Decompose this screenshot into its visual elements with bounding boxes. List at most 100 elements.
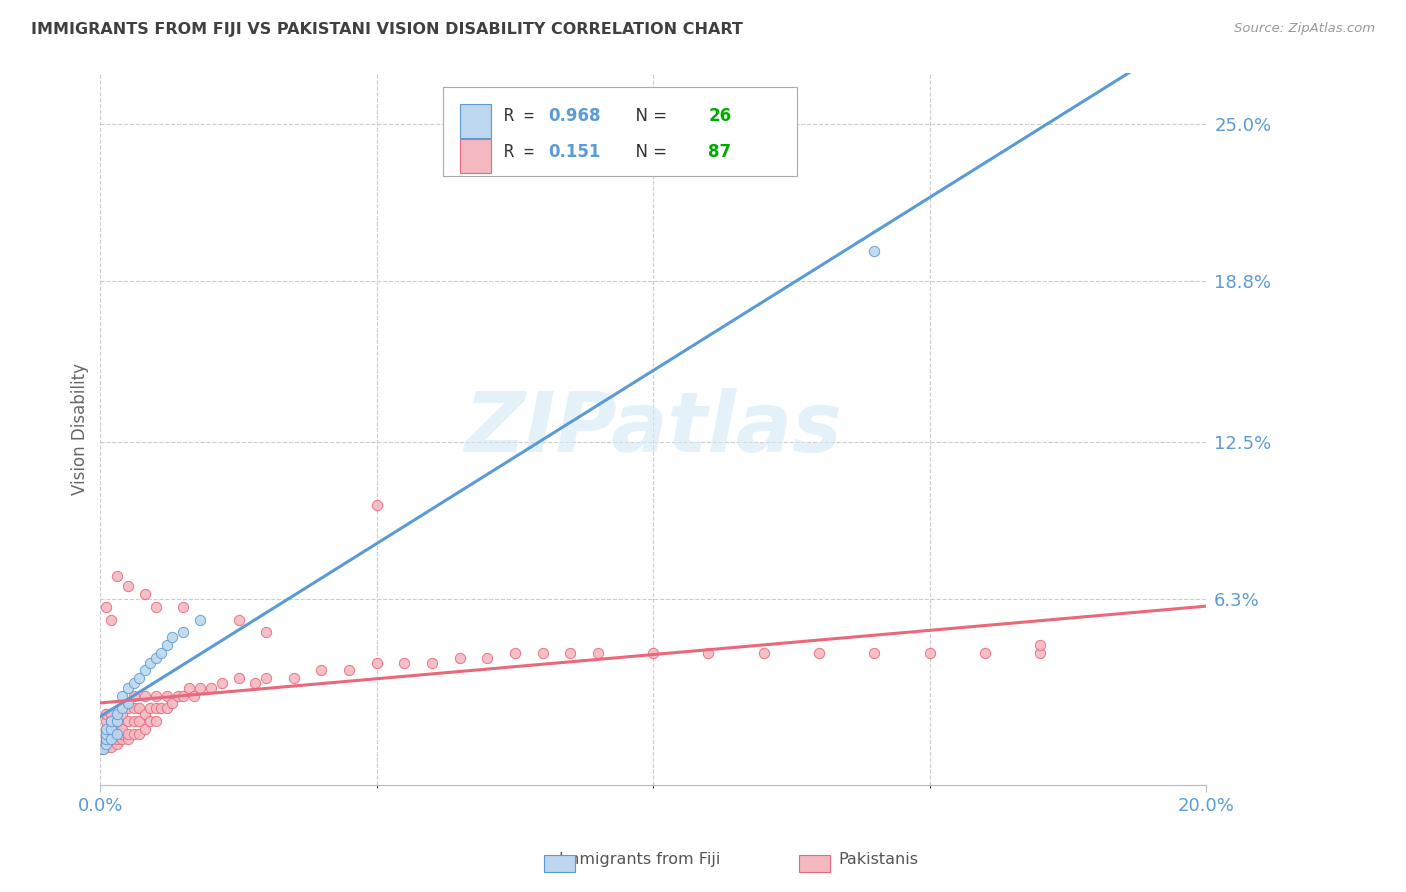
Point bbox=[105, 727, 128, 741]
Point bbox=[105, 727, 128, 741]
Point bbox=[150, 646, 173, 660]
Point bbox=[134, 722, 156, 736]
Point bbox=[122, 714, 145, 729]
Point bbox=[94, 722, 117, 736]
Point bbox=[105, 714, 128, 729]
Point bbox=[100, 731, 122, 746]
Point bbox=[188, 613, 211, 627]
Text: 0.968: 0.968 bbox=[548, 107, 600, 125]
Point bbox=[477, 650, 499, 665]
Y-axis label: Vision Disability: Vision Disability bbox=[72, 363, 89, 495]
Point bbox=[134, 664, 156, 678]
Point bbox=[100, 739, 122, 754]
Point bbox=[94, 722, 117, 736]
Point bbox=[122, 689, 145, 703]
Point bbox=[111, 722, 134, 736]
Point bbox=[150, 701, 173, 715]
Point bbox=[117, 579, 139, 593]
Point bbox=[117, 681, 139, 695]
Point bbox=[100, 722, 122, 736]
Text: R =: R = bbox=[503, 143, 554, 161]
Point bbox=[145, 714, 167, 729]
Point bbox=[100, 731, 122, 746]
Point bbox=[188, 681, 211, 695]
Point bbox=[122, 727, 145, 741]
Text: 26: 26 bbox=[709, 107, 731, 125]
Point bbox=[128, 727, 150, 741]
Point bbox=[94, 739, 117, 754]
FancyBboxPatch shape bbox=[460, 103, 491, 137]
Point bbox=[337, 664, 360, 678]
Point bbox=[117, 701, 139, 715]
Point bbox=[128, 714, 150, 729]
Point bbox=[111, 701, 134, 715]
Point bbox=[160, 630, 183, 644]
Point bbox=[160, 697, 183, 711]
Point bbox=[94, 731, 117, 746]
Point bbox=[156, 701, 179, 715]
Point bbox=[117, 727, 139, 741]
Point bbox=[117, 731, 139, 746]
FancyBboxPatch shape bbox=[460, 139, 491, 173]
Point bbox=[100, 714, 122, 729]
Point bbox=[122, 701, 145, 715]
Point bbox=[111, 731, 134, 746]
Point bbox=[243, 676, 266, 690]
Point bbox=[111, 689, 134, 703]
Point bbox=[311, 664, 333, 678]
Point bbox=[254, 671, 277, 685]
Point bbox=[172, 599, 194, 614]
Point bbox=[172, 689, 194, 703]
Point bbox=[105, 714, 128, 729]
Point bbox=[1029, 638, 1052, 652]
Point bbox=[807, 646, 830, 660]
Point bbox=[254, 625, 277, 640]
Point bbox=[94, 706, 117, 721]
Point bbox=[94, 727, 117, 741]
Point bbox=[91, 742, 114, 756]
Point bbox=[105, 706, 128, 721]
Point bbox=[1029, 646, 1052, 660]
Point bbox=[91, 742, 114, 756]
Point bbox=[531, 646, 554, 660]
Point bbox=[560, 646, 582, 660]
Text: 87: 87 bbox=[709, 143, 731, 161]
Point bbox=[172, 625, 194, 640]
Point bbox=[94, 737, 117, 751]
Point bbox=[449, 650, 471, 665]
Point bbox=[200, 681, 222, 695]
Point bbox=[105, 722, 128, 736]
Point bbox=[94, 731, 117, 746]
Point bbox=[863, 244, 886, 258]
Point bbox=[139, 701, 162, 715]
Point bbox=[105, 731, 128, 746]
Point bbox=[105, 569, 128, 583]
Point bbox=[697, 646, 720, 660]
Point bbox=[863, 646, 886, 660]
Point bbox=[145, 650, 167, 665]
Point bbox=[111, 706, 134, 721]
Point bbox=[94, 714, 117, 729]
Point bbox=[100, 722, 122, 736]
Text: IMMIGRANTS FROM FIJI VS PAKISTANI VISION DISABILITY CORRELATION CHART: IMMIGRANTS FROM FIJI VS PAKISTANI VISION… bbox=[31, 22, 742, 37]
Text: ZIPatlas: ZIPatlas bbox=[464, 388, 842, 469]
Point bbox=[394, 656, 416, 670]
Point bbox=[228, 613, 250, 627]
Point bbox=[117, 714, 139, 729]
Point bbox=[94, 599, 117, 614]
Point bbox=[100, 714, 122, 729]
Point bbox=[100, 727, 122, 741]
Text: R =: R = bbox=[503, 107, 544, 125]
Point bbox=[134, 706, 156, 721]
Point bbox=[100, 706, 122, 721]
FancyBboxPatch shape bbox=[443, 87, 797, 177]
Point bbox=[134, 689, 156, 703]
Point bbox=[139, 714, 162, 729]
Point bbox=[503, 646, 526, 660]
Point bbox=[228, 671, 250, 685]
Point bbox=[643, 646, 665, 660]
Point bbox=[156, 689, 179, 703]
Point bbox=[134, 587, 156, 601]
Text: N =: N = bbox=[626, 143, 673, 161]
Point bbox=[105, 737, 128, 751]
